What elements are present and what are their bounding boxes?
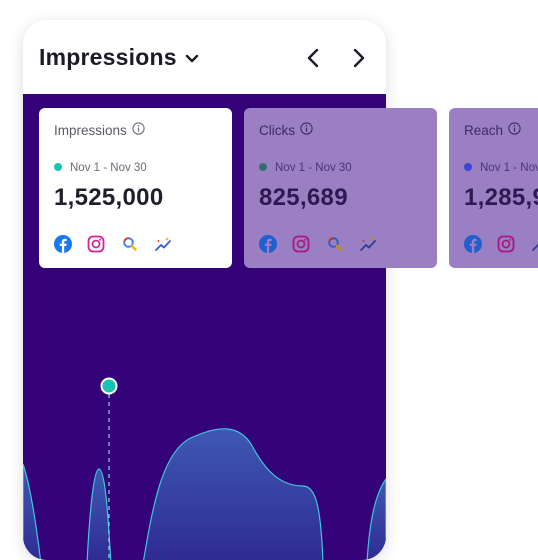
next-button[interactable] [347, 46, 369, 70]
facebook-icon [464, 235, 482, 253]
instagram-icon [292, 235, 310, 253]
source-icons [464, 235, 538, 255]
facebook-icon [259, 235, 277, 253]
chevron-right-icon [353, 48, 365, 68]
metric-value: 825,689 [259, 184, 348, 211]
search-icon [121, 235, 139, 253]
sparkle-trend-icon [531, 235, 538, 253]
source-icons [54, 235, 183, 255]
metric-card-clicks[interactable]: Clicks Nov 1 - Nov 30 825,689 [244, 108, 437, 268]
metric-value: 1,285,9 [464, 184, 538, 211]
info-icon[interactable] [300, 122, 313, 138]
sparkle-trend-icon [359, 235, 377, 253]
widget-header: Impressions [23, 20, 386, 94]
instagram-icon [497, 235, 515, 253]
area-series [23, 463, 42, 560]
metric-label: Clicks [259, 123, 295, 138]
source-icons [259, 235, 388, 255]
instagram-icon [87, 235, 105, 253]
info-icon[interactable] [132, 122, 145, 138]
metric-card-reach-clip: Reach Nov 1 - Nov 1,285,9 [449, 108, 538, 268]
search-icon [326, 235, 344, 253]
hover-point [100, 377, 118, 395]
chevron-left-icon [307, 48, 319, 68]
chevron-down-icon [185, 43, 199, 70]
metric-label: Impressions [54, 123, 127, 138]
area-series [143, 428, 324, 560]
series-dot [464, 162, 472, 171]
info-icon[interactable] [508, 122, 521, 138]
date-range: Nov 1 - Nov 30 [275, 162, 352, 174]
series-dot [259, 162, 267, 171]
metric-card-impressions[interactable]: Impressions Nov 1 - Nov 30 1,525,000 [39, 108, 232, 268]
page-title: Impressions [39, 44, 177, 70]
metric-value: 1,525,000 [54, 184, 164, 211]
metric-card-reach[interactable]: Reach Nov 1 - Nov 1,285,9 [449, 108, 538, 268]
sparkle-trend-icon [154, 235, 172, 253]
facebook-icon [54, 235, 72, 253]
series-dot [54, 162, 62, 171]
date-range: Nov 1 - Nov 30 [70, 162, 147, 174]
metric-dropdown[interactable]: Impressions [39, 44, 199, 72]
previous-button[interactable] [303, 46, 325, 70]
metric-label: Reach [464, 123, 504, 138]
date-range: Nov 1 - Nov [480, 162, 538, 174]
metric-cards: Impressions Nov 1 - Nov 30 1,525,000 [39, 108, 538, 268]
